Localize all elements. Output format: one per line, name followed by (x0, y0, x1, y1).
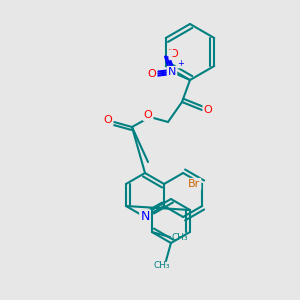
Text: ⁻: ⁻ (168, 46, 172, 56)
Text: +: + (178, 58, 184, 68)
Text: O: O (148, 69, 156, 79)
Text: Br: Br (188, 179, 200, 189)
Text: O: O (144, 110, 152, 120)
Text: N: N (168, 67, 176, 77)
Text: N: N (140, 211, 150, 224)
Text: O: O (204, 105, 212, 115)
Text: O: O (103, 115, 112, 125)
Text: CH₃: CH₃ (154, 262, 170, 271)
Text: CH₃: CH₃ (172, 232, 188, 242)
Text: O: O (169, 49, 178, 59)
